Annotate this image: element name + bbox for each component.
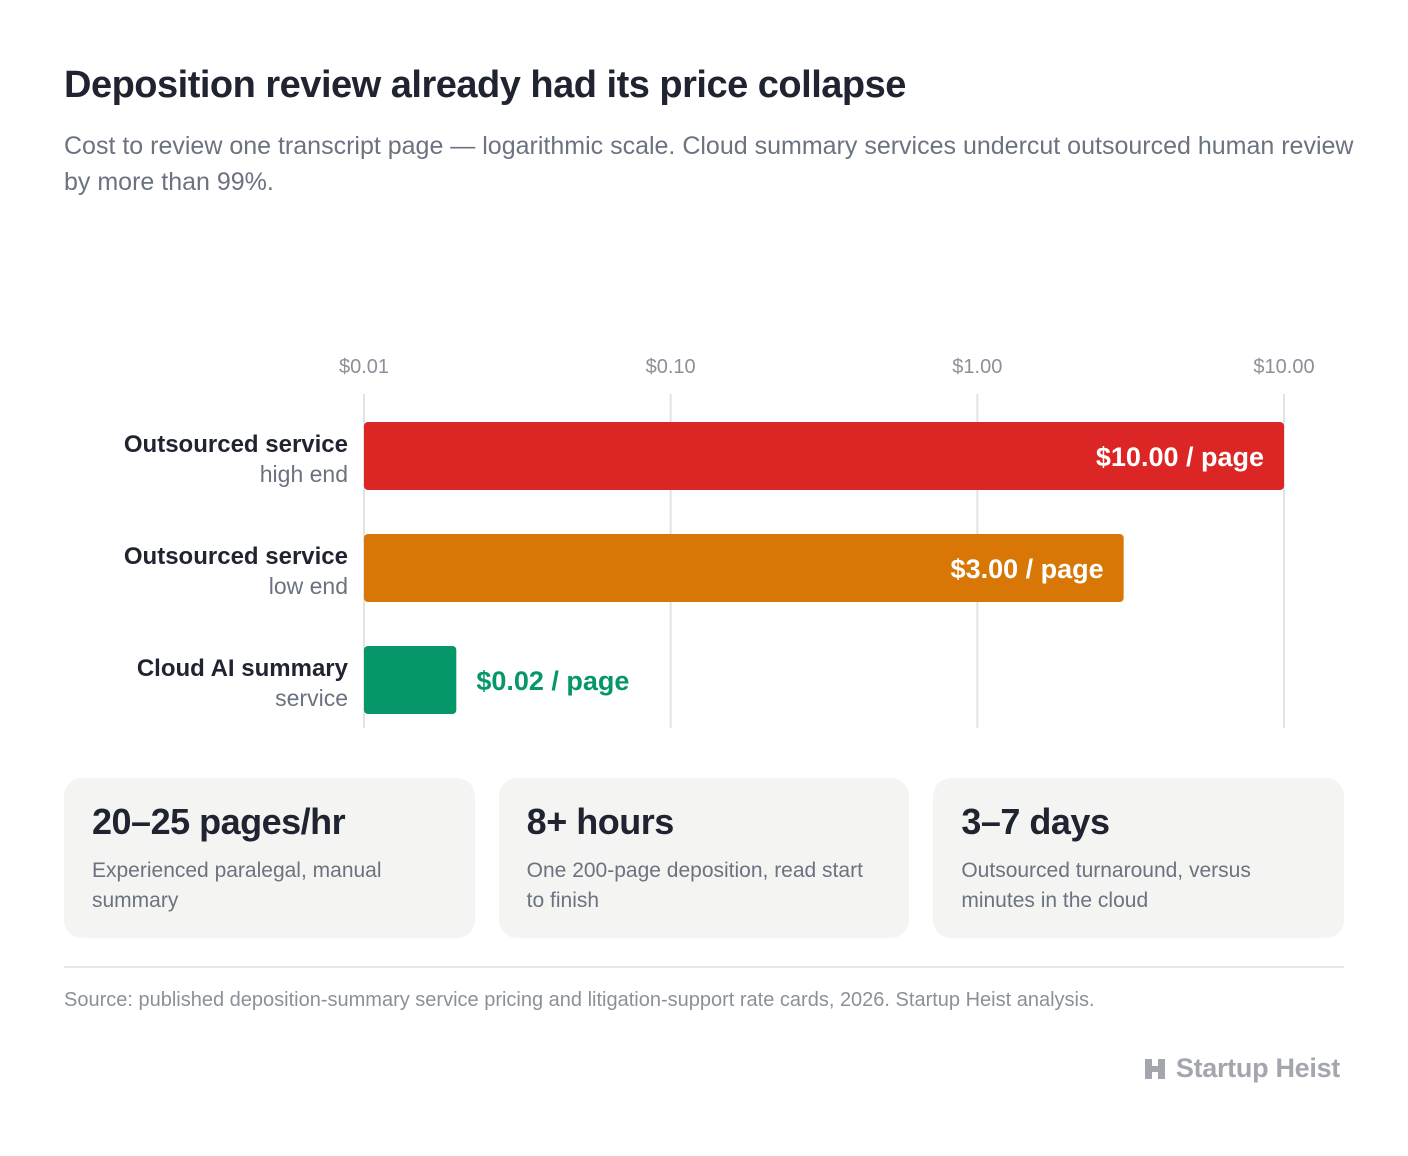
stat-cards: 20–25 pages/hr Experienced paralegal, ma…: [64, 778, 1345, 938]
stat-value: 8+ hours: [526, 801, 675, 842]
stat-description: Experienced paralegal, manual summary: [92, 859, 382, 912]
x-tick-label: $10.00: [1253, 356, 1314, 378]
data-label: $3.00 / page: [951, 554, 1104, 584]
startup-heist-logo-icon: [1144, 1058, 1165, 1079]
chart-subtitle: Cost to review one transcript page — log…: [64, 132, 1354, 196]
stat-description: One 200-page deposition, read start to f…: [526, 859, 863, 912]
stat-card: 8+ hours One 200-page deposition, read s…: [498, 778, 910, 938]
stat-value: 20–25 pages/hr: [92, 801, 346, 842]
category-sublabel: service: [275, 685, 348, 711]
category-label: Cloud AI summary: [137, 655, 349, 682]
data-label: $10.00 / page: [1096, 442, 1264, 472]
category-label: Outsourced service: [124, 543, 348, 570]
stat-card: 3–7 days Outsourced turnaround, versus m…: [933, 778, 1345, 938]
bar: [364, 534, 1124, 602]
bar-chart: $0.01 $0.10 $1.00 $10.00 Outsourced service h…: [0, 330, 1408, 740]
bar: [364, 422, 1284, 490]
chart-svg: $0.01 $0.10 $1.00 $10.00 Outsourced service h…: [124, 356, 1315, 728]
stat-value: 3–7 days: [961, 801, 1110, 842]
data-label: $0.02 / page: [476, 666, 629, 696]
brand-name: Startup Heist: [1175, 1053, 1340, 1083]
category-sublabel: low end: [269, 573, 348, 599]
footer-divider: [64, 966, 1344, 968]
chart-title: Deposition review already had its price …: [64, 64, 906, 106]
stat-card: 20–25 pages/hr Experienced paralegal, ma…: [64, 778, 475, 938]
category-label: Outsourced service: [124, 431, 348, 458]
x-tick-label: $1.00: [952, 356, 1002, 378]
bar: [364, 646, 457, 714]
source-note: Source: published deposition-summary ser…: [64, 989, 1095, 1011]
category-sublabel: high end: [260, 461, 348, 487]
brand-logo: Startup Heist: [1142, 1053, 1340, 1084]
stat-description: Outsourced turnaround, versus minutes in…: [961, 859, 1251, 912]
x-tick-label: $0.01: [339, 356, 389, 378]
x-tick-label: $0.10: [646, 356, 696, 378]
